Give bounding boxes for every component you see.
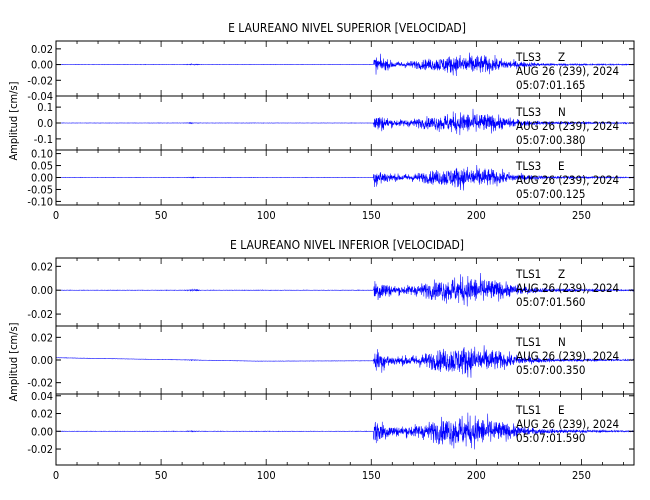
station-name: TLS3 [515,159,541,173]
y-tick-label: -0.04 [27,90,53,103]
x-tick-label: 150 [362,209,381,222]
station-name: TLS1 [515,335,541,349]
record-date: AUG 26 (239), 2024 [516,349,619,363]
station-name: TLS3 [515,105,541,119]
component-label: E [558,159,565,173]
station-name: TLS3 [515,50,541,64]
x-tick-label: 200 [467,209,486,222]
y-tick-label: 0.0 [37,117,53,130]
component-label: E [558,403,565,417]
y-tick-label: -0.10 [27,195,53,208]
waveform-trace-tls1-e [56,412,634,450]
chart-title-superior: E LAUREANO NIVEL SUPERIOR [VELOCIDAD] [228,21,466,35]
y-tick-label: 0.02 [31,43,53,56]
waveform-trace-tls3-e [56,164,634,191]
record-time: 05:07:01.560 [516,295,586,309]
x-tick-label: 0 [53,469,59,482]
y-axis-label-superior: Amplitud [cm/s] [7,81,20,160]
y-tick-label: 0.02 [31,331,53,344]
y-tick-label: -0.02 [27,377,53,390]
waveform-trace-tls3-z [56,52,634,77]
record-time: 05:07:01.590 [516,431,586,445]
record-time: 05:07:00.125 [516,187,586,201]
y-tick-label: -0.05 [27,183,53,196]
x-tick-label: 200 [467,469,486,482]
y-tick-label: 0.00 [31,59,53,72]
y-tick-label: -0.02 [27,443,53,456]
x-tick-label: 150 [362,469,381,482]
waveform-trace-tls3-n [56,108,634,136]
y-tick-label: 0.02 [31,260,53,273]
x-tick-label: 250 [572,209,591,222]
y-tick-label: 0.05 [31,160,53,173]
panel-frame [55,393,635,466]
y-tick-label: 0.00 [31,284,53,297]
x-tick-label: 250 [572,469,591,482]
component-label: Z [558,267,565,281]
y-tick-label: 0.02 [31,408,53,421]
chart-title-inferior: E LAUREANO NIVEL INFERIOR [VELOCIDAD] [230,238,464,252]
station-name: TLS1 [515,267,541,281]
record-date: AUG 26 (239), 2024 [516,64,619,78]
y-axis-label-inferior: Amplitud [cm/s] [7,322,20,401]
y-tick-label: 0.00 [31,172,53,185]
y-tick-label: 0.1 [37,101,53,114]
station-name: TLS1 [515,403,541,417]
record-date: AUG 26 (239), 2024 [516,173,619,187]
waveform-trace-tls1-n [56,345,634,378]
record-date: AUG 26 (239), 2024 [516,417,619,431]
record-time: 05:07:00.380 [516,133,586,147]
y-tick-label: 0.10 [31,148,53,161]
y-tick-label: 0.00 [31,425,53,438]
y-tick-label: -0.1 [34,133,53,146]
record-time: 05:07:00.350 [516,363,586,377]
x-tick-label: 100 [257,469,276,482]
component-label: Z [558,50,565,64]
record-date: AUG 26 (239), 2024 [516,119,619,133]
component-label: N [558,335,566,349]
x-tick-label: 0 [53,209,59,222]
y-tick-label: 0.00 [31,354,53,367]
waveform-trace-tls1-z [56,272,634,307]
x-tick-label: 50 [155,209,168,222]
x-tick-label: 50 [155,469,168,482]
record-time: 05:07:01.165 [516,78,586,92]
record-date: AUG 26 (239), 2024 [516,281,619,295]
component-label: N [558,105,566,119]
y-tick-label: 0.04 [31,390,53,403]
y-tick-label: -0.02 [27,308,53,321]
y-tick-label: -0.02 [27,74,53,87]
x-tick-label: 100 [257,209,276,222]
